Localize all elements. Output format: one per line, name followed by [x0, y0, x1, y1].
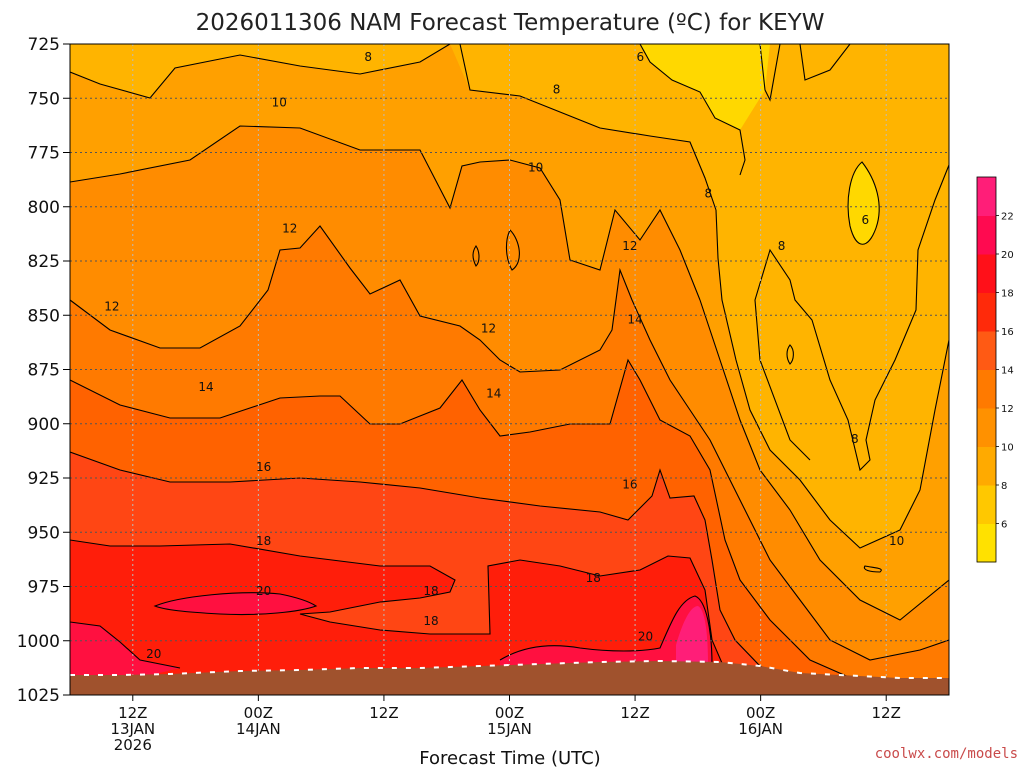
contour-label: 16	[622, 478, 637, 492]
contour-label: 18	[256, 534, 271, 548]
colorbar-swatch	[977, 292, 996, 332]
contour-label: 6	[861, 213, 869, 227]
colorbar-label: 8	[1001, 481, 1007, 492]
colorbar-swatch	[977, 331, 996, 370]
colorbar-label: 16	[1001, 327, 1014, 338]
y-tick-label: 750	[28, 89, 60, 109]
colorbar-label: 14	[1001, 366, 1014, 377]
colorbar-swatch	[977, 523, 996, 563]
pressure-gridlines	[70, 97, 949, 642]
y-tick-label: 875	[28, 361, 60, 381]
contour-label: 14	[198, 380, 213, 394]
colorbar-label: 18	[1001, 289, 1014, 300]
x-tick-label: 16JAN	[738, 720, 783, 738]
y-axis: 725 750 775 800 825 850 875 900 925 950 975 1000 102…	[17, 35, 70, 706]
contour-label: 12	[104, 300, 119, 314]
x-tick-label: 15JAN	[487, 720, 532, 738]
y-tick-label: 975	[28, 578, 60, 598]
y-tick-label: 825	[28, 252, 60, 272]
ground-surface	[70, 659, 949, 695]
contour-label: 14	[486, 386, 501, 400]
x-tick-label: 12Z	[872, 704, 901, 722]
contour-label: 20	[146, 647, 161, 661]
contour-label: 8	[364, 50, 372, 64]
chart-title: 2026011306 NAM Forecast Temperature (ºC)…	[196, 10, 825, 36]
contour-label: 6	[636, 50, 644, 64]
colorbar-swatch	[977, 408, 996, 447]
y-tick-label: 850	[28, 306, 60, 326]
y-tick-label: 1025	[17, 686, 60, 706]
credit-text: coolwx.com/models	[875, 746, 1018, 762]
x-tick-label: 14JAN	[236, 720, 281, 738]
colorbar-swatch	[977, 485, 996, 524]
colorbar-label: 20	[1001, 250, 1014, 261]
colorbar-swatch	[977, 254, 996, 293]
contour-label: 8	[778, 239, 786, 253]
y-tick-label: 725	[28, 35, 60, 55]
y-tick-label: 900	[28, 415, 60, 435]
y-tick-label: 925	[28, 469, 60, 489]
y-tick-label: 775	[28, 144, 60, 164]
colorbar-swatch	[977, 446, 996, 486]
y-tick-label: 950	[28, 523, 60, 543]
colorbar-label: 10	[1001, 443, 1014, 454]
contour-lines	[70, 44, 949, 694]
colorbar-legend: 6 8 10 12 14 16 18 20 22	[976, 176, 1014, 563]
x-axis-title: Forecast Time (UTC)	[419, 748, 600, 768]
contour-label: 12	[282, 221, 297, 235]
contour-label: 8	[553, 83, 561, 97]
x-tick-label: 00Z	[244, 704, 273, 722]
contour-label: 18	[586, 571, 601, 585]
colorbar-swatch	[977, 369, 996, 409]
y-tick-label: 800	[28, 198, 60, 218]
colorbar-label: 22	[1001, 212, 1014, 223]
contour-label: 14	[627, 313, 642, 327]
colorbar-swatch	[977, 177, 996, 216]
x-tick-label: 2026	[114, 736, 152, 754]
contour-label: 8	[705, 187, 713, 201]
contour-label: 10	[272, 96, 287, 110]
colorbar-label: 12	[1001, 404, 1014, 415]
contour-label: 16	[256, 460, 271, 474]
contour-label: 10	[889, 534, 904, 548]
x-tick-label: 12Z	[118, 704, 147, 722]
x-tick-label: 12Z	[369, 704, 398, 722]
colorbar-swatch	[977, 215, 996, 255]
x-tick-label: 12Z	[620, 704, 649, 722]
contour-label: 20	[256, 584, 271, 598]
time-gridlines	[132, 44, 887, 695]
contour-labels: 8 6 8 10 10 8 6 12 12 8 12 12 14 14 14 8 16 16 18 10 18 18 20 1…	[104, 50, 904, 661]
x-tick-label: 13JAN	[110, 720, 155, 738]
contour-label: 20	[638, 629, 653, 643]
x-tick-label: 00Z	[746, 704, 775, 722]
contour-label: 12	[622, 239, 637, 253]
colorbar-label: 6	[1001, 520, 1007, 531]
contour-label: 8	[851, 432, 859, 446]
contour-label: 18	[423, 614, 438, 628]
contour-label: 18	[423, 584, 438, 598]
x-tick-label: 00Z	[495, 704, 524, 722]
contour-label: 10	[528, 161, 543, 175]
contour-label: 12	[481, 321, 496, 335]
y-tick-label: 1000	[17, 632, 60, 652]
